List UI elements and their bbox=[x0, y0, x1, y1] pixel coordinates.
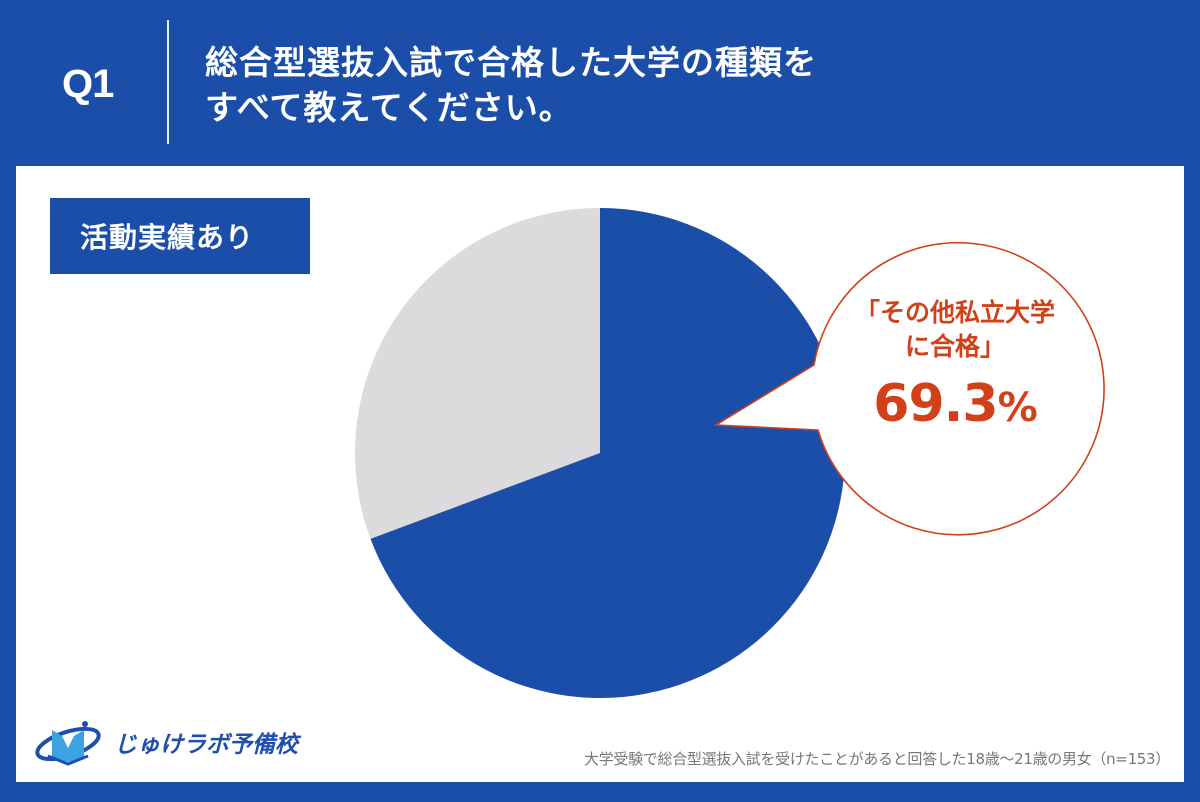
question-line-1: 総合型選抜入試で合格した大学の種類を bbox=[205, 43, 817, 82]
pie-slice-other-private-university bbox=[370, 207, 846, 698]
brand-logo: じゅけラボ予備校 bbox=[34, 718, 298, 766]
question-line-2: すべて教えてください。 bbox=[205, 88, 573, 127]
pie-slices bbox=[355, 207, 846, 698]
callout-bubble bbox=[713, 242, 1105, 536]
logo-text: じゅけラボ予備校 bbox=[114, 732, 298, 758]
header: Q1 総合型選抜入試で合格した大学の種類を すべて教えてください。 bbox=[0, 0, 1200, 166]
callout-value-unit: % bbox=[997, 385, 1038, 431]
callout-label-line-2: に合格」 bbox=[904, 332, 1005, 361]
callout-label: 「その他私立大学 に合格」 bbox=[810, 296, 1100, 364]
callout-label-line-1: 「その他私立大学 bbox=[854, 298, 1055, 327]
segment-tag: 活動実績あり bbox=[50, 198, 310, 274]
book-logo-icon bbox=[35, 721, 101, 766]
header-divider bbox=[167, 20, 169, 144]
footnote: 大学受験で総合型選抜入試を受けたことがあると回答した18歳～21歳の男女（n=1… bbox=[584, 750, 1170, 768]
callout-value-number: 69.3 bbox=[873, 374, 998, 434]
question-number: Q1 bbox=[62, 62, 114, 106]
callout-text: 「その他私立大学 に合格」 69.3% bbox=[810, 296, 1100, 434]
callout-value: 69.3% bbox=[810, 374, 1100, 434]
question-text: 総合型選抜入試で合格した大学の種類を すべて教えてください。 bbox=[205, 40, 817, 130]
